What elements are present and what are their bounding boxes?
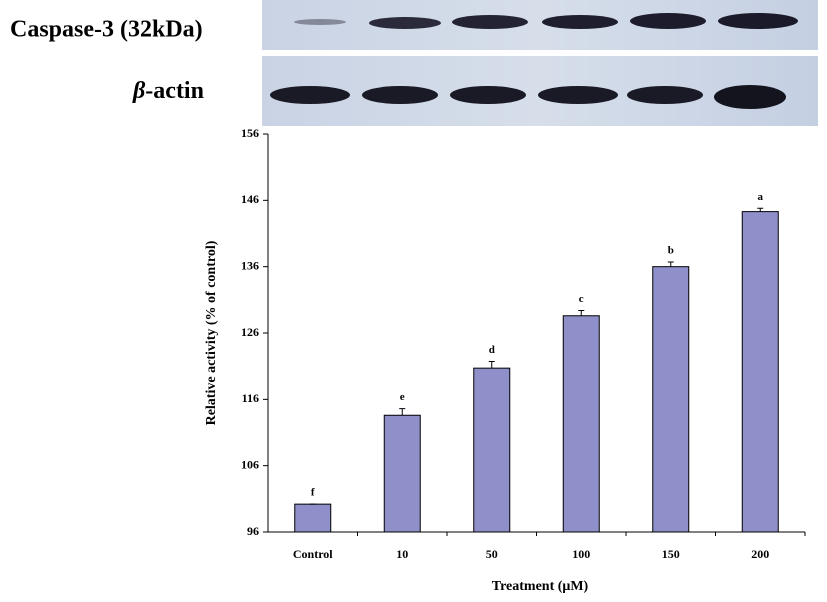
blot-band <box>630 13 706 29</box>
error-bar <box>578 309 585 316</box>
bar <box>562 315 600 533</box>
significance-letter: d <box>489 344 495 356</box>
y-axis-label: Relative activity (% of control) <box>204 240 219 425</box>
blot-label-symbol: β <box>132 78 146 104</box>
x-tick-label: 50 <box>486 547 498 561</box>
x-tick-label: Control <box>293 547 333 561</box>
error-bar <box>757 207 764 212</box>
blot-band <box>270 86 350 104</box>
bar <box>383 414 421 533</box>
blot-label-name: -actin <box>145 78 204 104</box>
bar <box>741 211 779 533</box>
error-bar <box>667 261 674 267</box>
significance-letter: a <box>758 191 764 203</box>
blot-band <box>362 86 438 104</box>
blot-band <box>627 86 703 104</box>
y-tick-label: 146 <box>241 192 259 206</box>
bar <box>473 367 511 533</box>
blot-label: Caspase-3 (32kDa) <box>10 17 203 43</box>
x-tick-label: 100 <box>572 547 590 561</box>
blot-band <box>542 15 618 29</box>
significance-letter: f <box>311 487 315 499</box>
x-tick-label: 200 <box>751 547 769 561</box>
x-tick-label: 150 <box>662 547 680 561</box>
x-tick-label: 10 <box>396 547 408 561</box>
blot-band <box>538 86 618 104</box>
y-tick-label: 116 <box>242 391 259 405</box>
blot-label: β-actin <box>132 78 204 104</box>
y-tick-label: 136 <box>241 258 259 272</box>
y-tick-label: 96 <box>247 524 259 538</box>
bar <box>294 503 332 533</box>
significance-letter: e <box>400 391 405 403</box>
y-tick-label: 106 <box>241 457 259 471</box>
bar <box>652 266 690 533</box>
x-axis-label: Treatment (μM) <box>492 579 589 594</box>
blot-band <box>450 86 526 104</box>
blot-band <box>718 13 798 29</box>
blot-band <box>714 85 786 109</box>
blot-band <box>369 17 441 29</box>
error-bar <box>488 361 495 369</box>
y-tick-label: 156 <box>241 126 259 140</box>
significance-letter: c <box>579 293 584 305</box>
blot-band <box>452 15 528 29</box>
error-bar <box>399 408 406 416</box>
blot <box>262 0 818 126</box>
y-tick-label: 126 <box>241 325 259 339</box>
significance-letter: b <box>668 245 674 257</box>
blot-band <box>294 19 346 25</box>
